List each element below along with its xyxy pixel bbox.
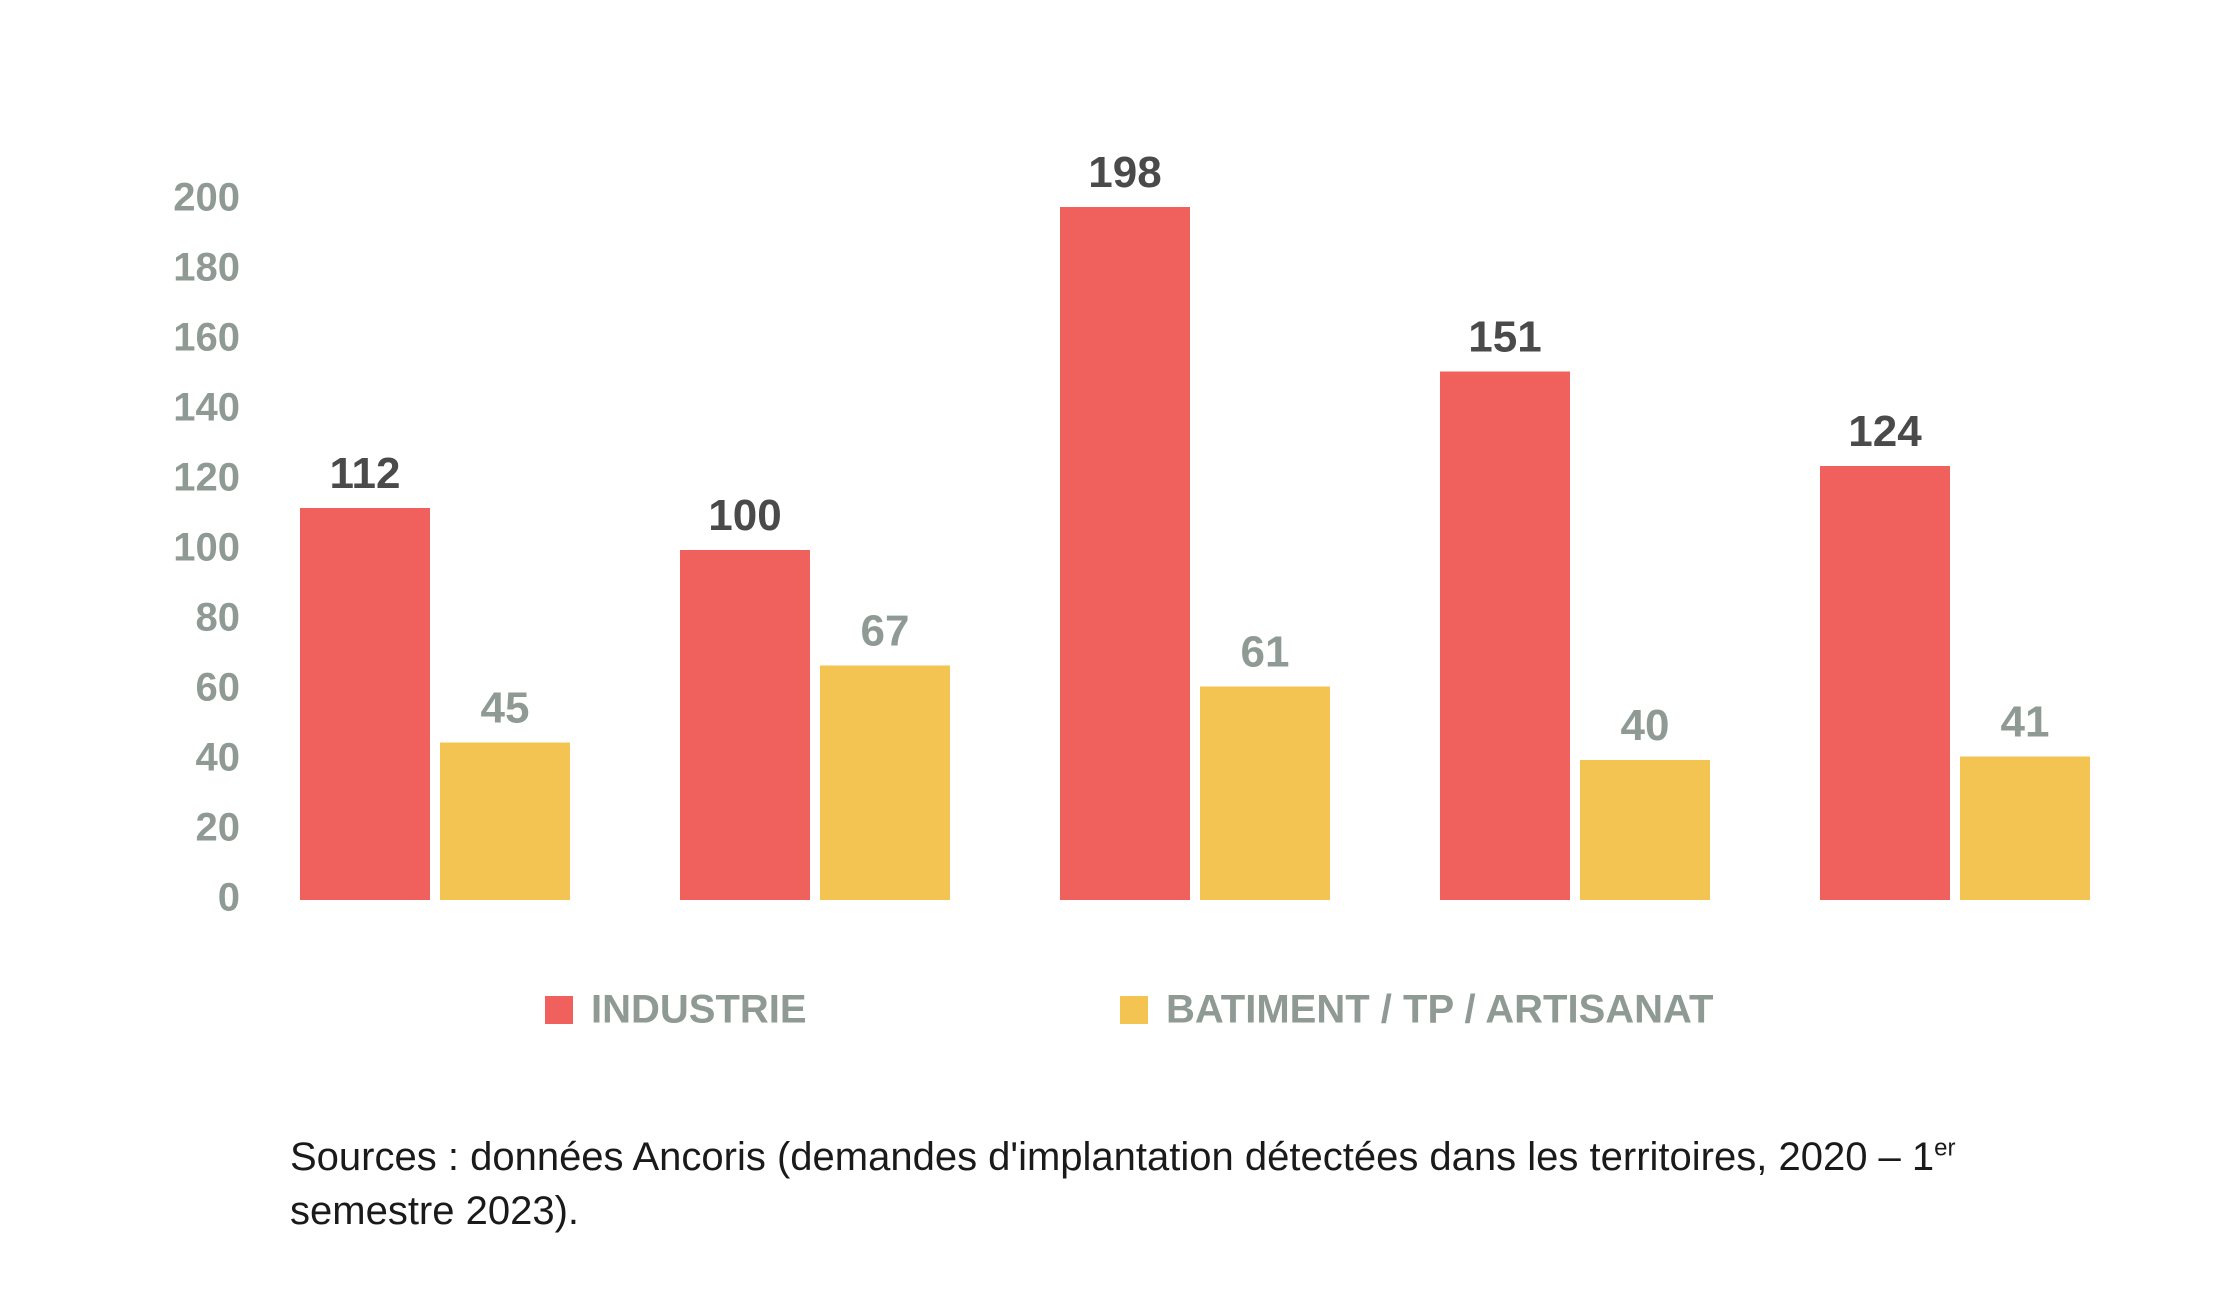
- y-tick-label: 100: [173, 526, 240, 570]
- bar-value-label: 124: [1848, 407, 1922, 456]
- source-text-suffix: semestre 2023).: [290, 1189, 579, 1233]
- bar-value-label: 67: [861, 607, 910, 656]
- y-tick-label: 180: [173, 246, 240, 290]
- bar-batiment: [1960, 757, 2090, 901]
- bar-industrie: [1440, 372, 1570, 901]
- bar-value-label: 61: [1241, 628, 1290, 677]
- y-tick-label: 0: [218, 876, 240, 920]
- bar-batiment: [820, 666, 950, 901]
- bar-value-label: 112: [330, 449, 401, 498]
- legend-label-industrie: INDUSTRIE: [591, 988, 807, 1032]
- bar-industrie: [1820, 466, 1950, 900]
- bar-value-label: 100: [708, 491, 781, 540]
- bar-value-label: 198: [1088, 148, 1161, 197]
- chart-container: 0 20 40 60 80 100 120 140 160 180 200 112 45 100 67 198…: [0, 0, 2235, 1297]
- bar-industrie: [1060, 207, 1190, 900]
- y-tick-label: 120: [173, 456, 240, 500]
- bar-value-label: 41: [2001, 698, 2050, 747]
- y-tick-label: 160: [173, 316, 240, 360]
- y-tick-label: 140: [173, 386, 240, 430]
- bar-batiment: [1200, 687, 1330, 901]
- y-tick-label: 80: [196, 596, 241, 640]
- bar-industrie: [680, 550, 810, 900]
- bar-value-label: 40: [1621, 701, 1670, 750]
- source-text-prefix: Sources : données Ancoris (demandes d'im…: [290, 1135, 1934, 1179]
- source-caption: Sources : données Ancoris (demandes d'im…: [290, 1130, 1990, 1238]
- bar-value-label: 151: [1468, 313, 1541, 362]
- bar-value-label: 45: [481, 684, 530, 733]
- legend-swatch-industrie: [545, 996, 573, 1024]
- source-text-sup: er: [1934, 1135, 1955, 1162]
- y-tick-label: 200: [173, 176, 240, 220]
- y-tick-label: 40: [196, 736, 241, 780]
- legend-swatch-batiment: [1120, 996, 1148, 1024]
- bar-industrie: [300, 508, 430, 900]
- y-tick-label: 60: [196, 666, 241, 710]
- bar-chart: 0 20 40 60 80 100 120 140 160 180 200 112 45 100 67 198…: [0, 0, 2235, 1297]
- bar-batiment: [440, 743, 570, 901]
- y-tick-label: 20: [196, 806, 241, 850]
- legend-label-batiment: BATIMENT / TP / ARTISANAT: [1166, 988, 1713, 1032]
- bar-batiment: [1580, 760, 1710, 900]
